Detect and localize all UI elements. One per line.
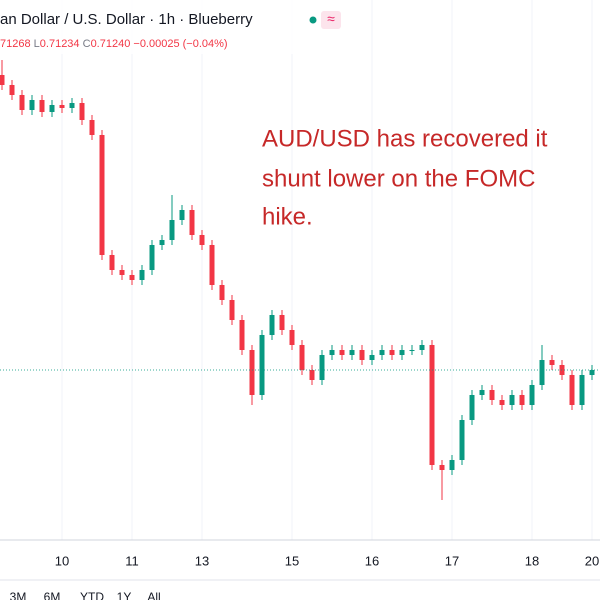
candle-body: [369, 355, 375, 360]
candle-body: [99, 135, 105, 255]
annotation: shunt lower on the FOMC: [262, 165, 535, 192]
symbol-title: an Dollar / U.S. Dollar · 1h · Blueberry: [0, 11, 253, 28]
range-button[interactable]: All: [147, 590, 160, 600]
candle-body: [509, 395, 515, 405]
ohlc-value: 71268: [0, 38, 31, 50]
ohlc-label: L: [34, 38, 40, 50]
candle-body: [449, 460, 455, 470]
candle-body: [19, 95, 25, 110]
plot-area: [0, 0, 600, 540]
range-button[interactable]: 6M: [44, 590, 61, 600]
candle-body: [109, 255, 115, 270]
x-tick-label: 18: [525, 553, 539, 568]
candle-body: [339, 350, 345, 355]
candle-body: [199, 235, 205, 245]
candle-body: [39, 100, 45, 112]
annotation: AUD/USD has recovered it: [262, 125, 548, 152]
candle-body: [119, 270, 125, 275]
candle-body: [439, 465, 445, 470]
candle-body: [209, 245, 215, 285]
candle-body: [529, 385, 535, 405]
candle-body: [9, 85, 15, 95]
candle-body: [389, 350, 395, 355]
candle-body: [89, 120, 95, 135]
x-tick-label: 17: [445, 553, 459, 568]
candle-body: [419, 345, 425, 350]
candle-body: [459, 420, 465, 460]
candle-body: [309, 370, 315, 380]
indicator-glyph: ≈: [327, 11, 335, 27]
candle-body: [79, 103, 85, 120]
status-dot: [309, 16, 317, 24]
candle-body: [269, 315, 275, 335]
candle-body: [469, 395, 475, 420]
ohlc-value: 0.71234: [40, 38, 80, 50]
ohlc-value: 0.71240: [91, 38, 131, 50]
x-tick-label: 15: [285, 553, 299, 568]
candle-body: [379, 350, 385, 355]
candle-body: [239, 320, 245, 350]
candle-body: [359, 350, 365, 360]
candle-body: [289, 330, 295, 345]
candle-body: [279, 315, 285, 330]
candle-body: [179, 210, 185, 220]
candle-body: [399, 350, 405, 355]
candle-body: [59, 105, 65, 108]
candle-body: [349, 350, 355, 355]
ohlc-change: −0.00025 (−0.04%): [133, 38, 227, 50]
candle-body: [159, 240, 165, 245]
candle-body: [229, 300, 235, 320]
range-button[interactable]: YTD: [80, 590, 104, 600]
candle-body: [489, 390, 495, 400]
candle-body: [539, 360, 545, 385]
x-tick-label: 16: [365, 553, 379, 568]
candle-body: [409, 350, 415, 351]
candle-body: [429, 345, 435, 465]
candle-body: [329, 350, 335, 355]
range-button[interactable]: 3M: [10, 590, 27, 600]
candle-body: [219, 285, 225, 300]
candle-body: [69, 103, 75, 108]
range-toolbar: 3M 6M YTD 1Y All: [10, 590, 161, 600]
candle-body: [189, 210, 195, 235]
x-tick-label: 11: [125, 553, 139, 568]
x-tick-label: 13: [195, 553, 209, 568]
candle-body: [259, 335, 265, 395]
x-tick-label: 10: [55, 553, 69, 568]
candle-body: [479, 390, 485, 395]
legend-box: [0, 0, 300, 54]
candle-body: [579, 375, 585, 405]
x-tick-label: 20: [585, 553, 599, 568]
candle-body: [139, 270, 145, 280]
candle-body: [169, 220, 175, 240]
candle-body: [29, 100, 35, 110]
indicator-icon: [321, 11, 341, 29]
candle-body: [149, 245, 155, 270]
candle-body: [499, 400, 505, 405]
candle-body: [519, 395, 525, 405]
range-button[interactable]: 1Y: [117, 590, 132, 600]
candle-body: [249, 350, 255, 395]
candle-body: [569, 375, 575, 405]
ohlc-label: C: [83, 38, 91, 50]
candle-body: [299, 345, 305, 370]
candle-body: [549, 360, 555, 365]
candle-body: [49, 105, 55, 112]
candle-body: [129, 275, 135, 280]
candle-body: [589, 370, 595, 375]
ohlc-line: 71268 L0.71234 C0.71240 −0.00025 (−0.04%…: [0, 38, 228, 50]
annotation: hike.: [262, 203, 313, 230]
candle-body: [0, 75, 5, 85]
candle-body: [319, 355, 325, 380]
